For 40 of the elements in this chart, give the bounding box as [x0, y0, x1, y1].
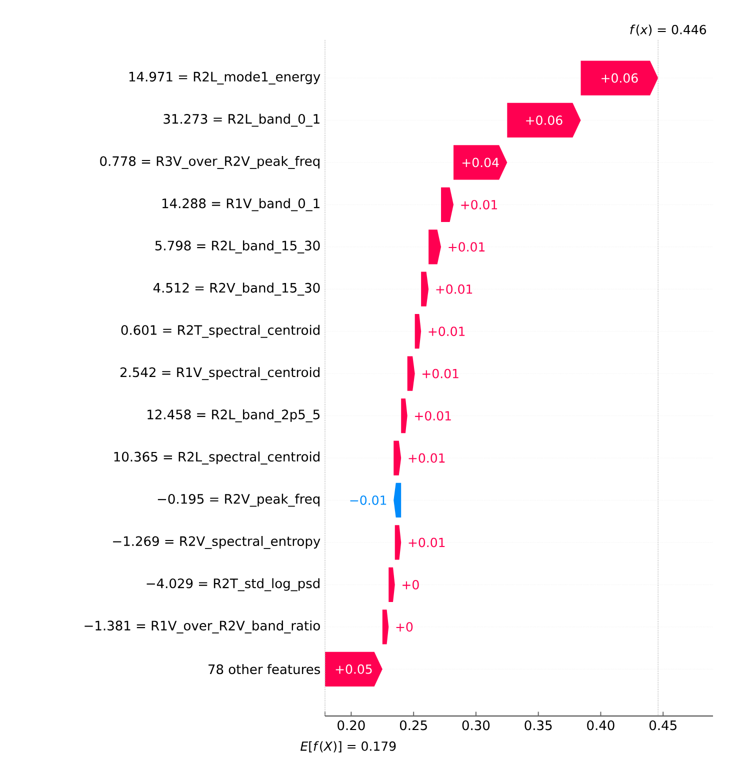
y-tick-label: 4.512 = R2V_band_15_30 — [153, 282, 320, 296]
ref-line-label: E[f(X)] = 0.179 — [300, 741, 396, 752]
y-tick-label: 5.798 = R2L_band_15_30 — [155, 240, 320, 254]
data-label: +0 — [396, 622, 413, 632]
x-tick-label: 0.20 — [338, 720, 365, 730]
y-tick-label: −0.195 = R2V_peak_freq — [158, 494, 320, 507]
data-label: +0.01 — [461, 200, 498, 210]
ref-line-label: f(x) = 0.446 — [630, 24, 706, 36]
data-label: +0.01 — [428, 326, 465, 336]
y-tick-label: 10.365 = R2L_spectral_centroid — [114, 452, 320, 464]
y-tick-label: 78 other features — [208, 664, 320, 674]
bar — [580, 60, 658, 96]
data-label: +0.05 — [336, 664, 372, 674]
bar — [507, 102, 581, 138]
x-tick-label: 0.30 — [462, 720, 490, 730]
data-label: +0.06 — [602, 73, 638, 83]
data-label: −0.01 — [350, 496, 386, 505]
data-label: +0.01 — [408, 453, 445, 463]
data-label: +0 — [402, 580, 419, 590]
y-tick-label: 12.458 = R2L_band_2p5_5 — [148, 409, 320, 422]
y-tick-label: 2.542 = R1V_spectral_centroid — [120, 367, 320, 380]
x-tick-label: 0.25 — [400, 720, 427, 730]
data-label: +0.01 — [436, 284, 472, 294]
y-tick-label: 0.778 = R3V_over_R2V_peak_freq — [100, 156, 320, 169]
y-tick-label: 0.601 = R2T_spectral_centroid — [121, 324, 320, 338]
x-tick-label: 0.45 — [649, 720, 676, 730]
x-tick-label: 0.40 — [587, 720, 614, 730]
x-tick-label: 0.35 — [524, 720, 552, 730]
data-label: +0.01 — [422, 368, 458, 378]
y-tick-label: −1.381 = R1V_over_R2V_band_ratio — [84, 620, 320, 634]
y-tick-label: −1.269 = R2V_spectral_entropy — [113, 536, 320, 549]
data-label: +0.01 — [415, 411, 451, 421]
y-tick-label: −4.029 = R2T_std_log_psd — [146, 578, 320, 592]
data-label: +0.06 — [526, 115, 562, 125]
data-label: +0.01 — [448, 242, 485, 252]
data-label: +0.01 — [408, 538, 445, 548]
y-tick-label: 31.273 = R2L_band_0_1 — [164, 114, 320, 127]
y-tick-label: 14.971 = R2L_mode1_energy — [129, 72, 320, 84]
y-tick-label: 14.288 = R1V_band_0_1 — [162, 198, 320, 212]
data-label: +0.04 — [462, 158, 499, 168]
